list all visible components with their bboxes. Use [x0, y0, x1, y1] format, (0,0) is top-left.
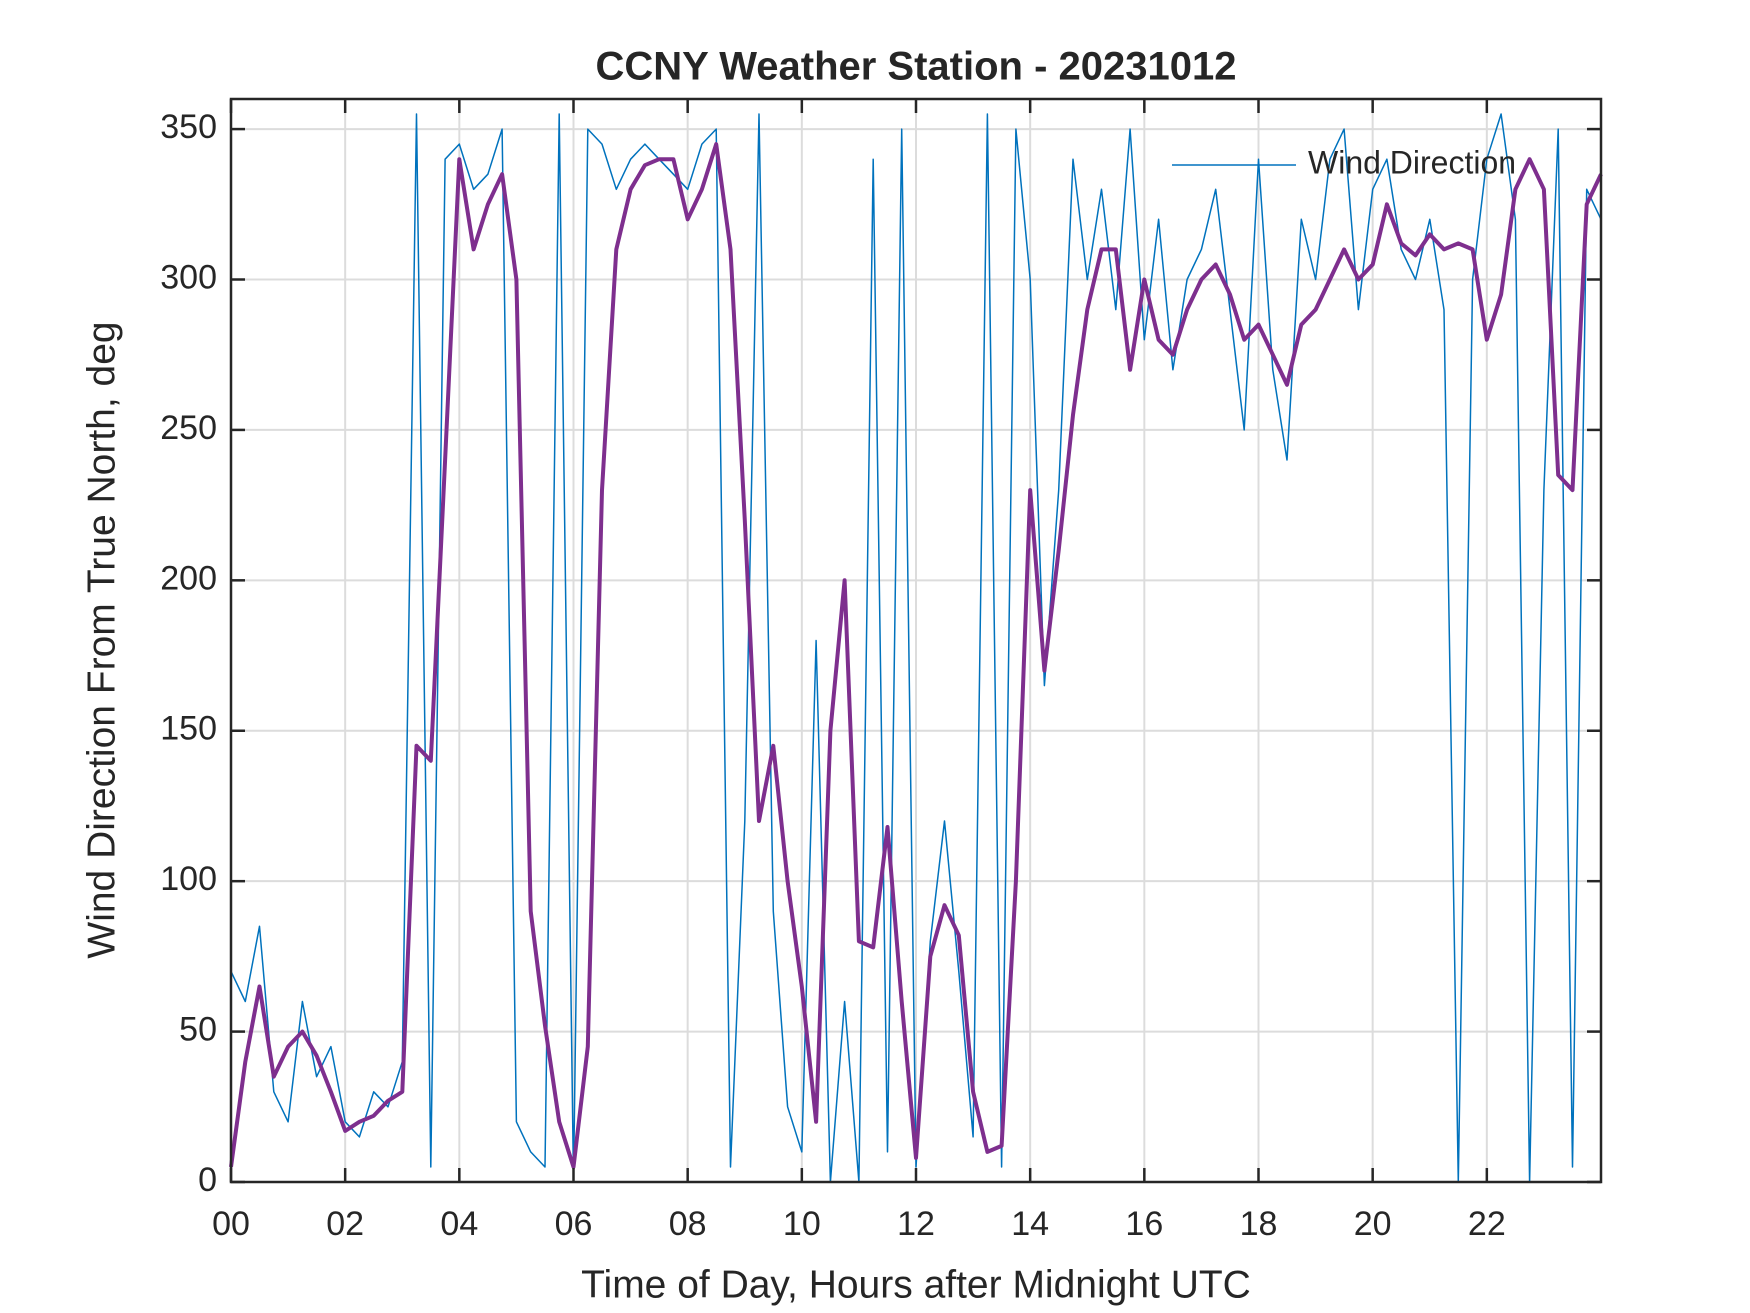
- y-tick-label: 0: [198, 1161, 217, 1199]
- x-tick-label: 10: [783, 1205, 821, 1243]
- data-line: [229, 142, 1603, 1169]
- x-tick-label: 00: [212, 1205, 250, 1243]
- x-tick-label: 12: [897, 1205, 935, 1243]
- x-tick-label: 04: [440, 1205, 478, 1243]
- x-tick-label: 22: [1468, 1205, 1506, 1243]
- y-tick-label: 50: [179, 1011, 217, 1049]
- chart-title: CCNY Weather Station - 20231012: [596, 45, 1237, 89]
- y-axis-label: Wind Direction From True North, deg: [80, 321, 123, 958]
- y-tick-label: 350: [160, 108, 217, 146]
- x-tick-label: 18: [1240, 1205, 1278, 1243]
- x-tick-label: 02: [326, 1205, 364, 1243]
- legend-label: Wind Direction: [1308, 144, 1516, 180]
- data-line: [230, 113, 1602, 1183]
- x-tick-label: 08: [669, 1205, 707, 1243]
- y-tick-label: 100: [160, 860, 217, 898]
- y-tick-label: 200: [160, 559, 217, 597]
- x-axis-label: Time of Day, Hours after Midnight UTC: [581, 1263, 1251, 1306]
- x-tick-label: 20: [1354, 1205, 1392, 1243]
- x-tick-label: 14: [1011, 1205, 1049, 1243]
- y-tick-label: 150: [160, 710, 217, 748]
- y-tick-label: 250: [160, 409, 217, 447]
- x-tick-label: 16: [1125, 1205, 1163, 1243]
- y-tick-label: 300: [160, 258, 217, 296]
- x-tick-label: 06: [555, 1205, 593, 1243]
